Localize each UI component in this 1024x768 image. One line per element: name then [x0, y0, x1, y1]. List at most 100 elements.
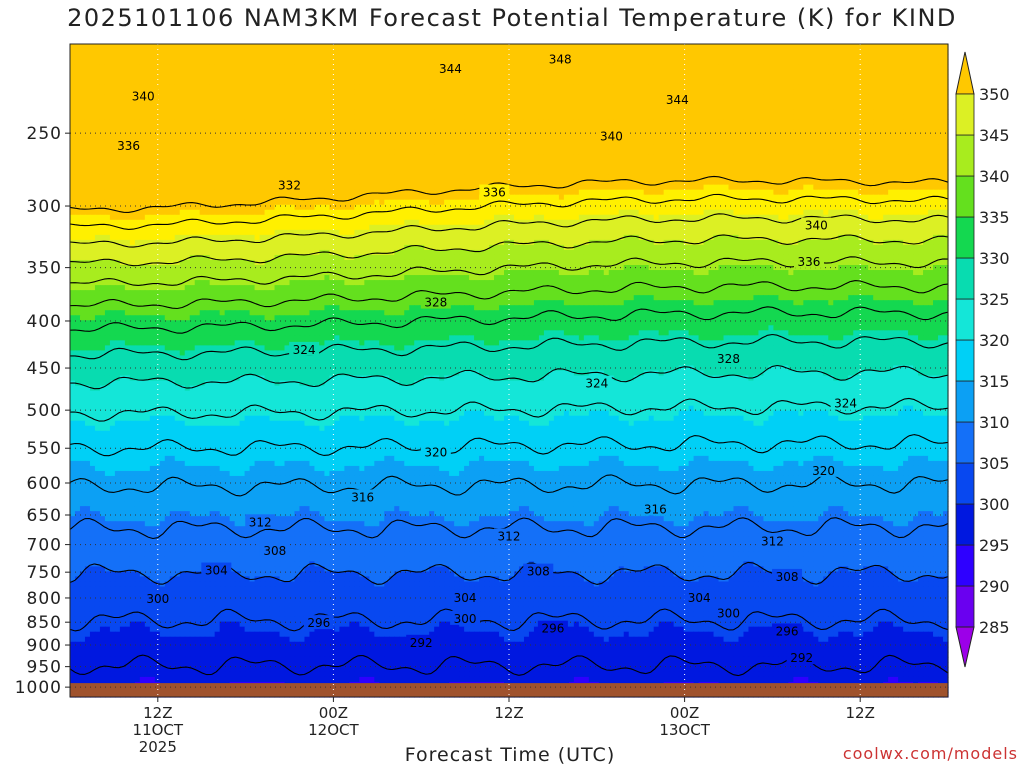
colorbar-tick-label: 320 [979, 331, 1010, 350]
y-tick-label: 850 [27, 613, 62, 633]
y-tick-label: 650 [27, 506, 62, 526]
colorbar-tick-label: 315 [979, 372, 1010, 391]
y-tick-label: 250 [27, 124, 62, 144]
colorbar-swatch [955, 134, 975, 177]
x-tick-label: 13OCT [659, 721, 710, 739]
contour-label-bg [581, 375, 612, 390]
contour-label-bg [128, 88, 159, 103]
contour-label: 316 [351, 490, 374, 504]
x-tick-label: 00Z [670, 704, 699, 722]
contour-label: 320 [424, 446, 447, 460]
colorbar-tick-label: 285 [979, 618, 1010, 637]
x-tick-label: 12Z [846, 704, 875, 722]
contour-label-bg [772, 568, 803, 583]
contour-label: 348 [549, 53, 572, 67]
contour-label: 296 [776, 624, 799, 638]
contour-label: 292 [790, 651, 813, 665]
contour-label-bg [772, 623, 803, 638]
credit-link[interactable]: coolwx.com/models [843, 744, 1018, 763]
contour-label-bg [420, 444, 451, 459]
colorbar-tick-label: 305 [979, 454, 1010, 473]
colorbar-tick-label: 340 [979, 167, 1010, 186]
y-tick-label: 600 [27, 474, 62, 494]
colorbar-swatch [955, 298, 975, 341]
contour-label-bg [808, 462, 839, 477]
contour-label: 312 [249, 515, 272, 529]
x-tick-label: 2025 [139, 738, 177, 756]
contour-labels: 348 344 344 340 340 340 336 336 336 332 328 328 324 3… [113, 51, 861, 665]
contour-label-bg [545, 51, 576, 66]
colorbar-swatch [955, 585, 975, 628]
contour-label-bg [596, 128, 627, 143]
contour-label-bg [801, 217, 832, 232]
y-tick-label: 900 [27, 636, 62, 656]
contour-label: 328 [424, 296, 447, 310]
x-tick-label: 00Z [319, 704, 348, 722]
contour-label-bg [713, 605, 744, 620]
contour-352 [69, 175, 949, 213]
colorbar-tick-label: 300 [979, 495, 1010, 514]
y-tick-label: 400 [27, 312, 62, 332]
colorbar-tick-label: 295 [979, 536, 1010, 555]
contour-label-bg [662, 91, 693, 106]
colorbar-tick-label: 335 [979, 208, 1010, 227]
contour-label: 316 [644, 502, 667, 516]
contour-label: 324 [834, 397, 857, 411]
colorbar-upper-arrow [955, 51, 975, 95]
y-tick-label: 800 [27, 589, 62, 609]
colorbar: 285 290 295 300 305 310 315 320 325 330 335 340 345 3… [955, 51, 1010, 668]
y-tick-label: 500 [27, 401, 62, 421]
colorbar-swatch [955, 257, 975, 300]
contour-292 [69, 654, 949, 677]
axes: 250 300 350 400 450 500 550 600 650 700 750 800 850 9… [15, 43, 949, 756]
colorbar-swatch [955, 93, 975, 136]
contour-label-bg [435, 61, 466, 76]
contour-label: 300 [454, 612, 477, 626]
y-tick-label: 700 [27, 536, 62, 556]
contour-label-bg [523, 563, 554, 578]
contour-label: 336 [798, 255, 821, 269]
x-tick-label: 11OCT [133, 721, 184, 739]
contour-320 [70, 364, 949, 390]
colorbar-swatch [955, 216, 975, 259]
contour-label: 308 [776, 570, 799, 584]
contour-label: 300 [146, 592, 169, 606]
contour-label-bg [757, 533, 788, 548]
contour-label-bg [142, 590, 173, 605]
contour-label-bg [640, 501, 671, 516]
contour-label-bg [259, 542, 290, 557]
contour-340 [69, 234, 949, 267]
contour-label-bg [406, 634, 437, 649]
contour-312 [69, 434, 949, 457]
contour-label: 344 [439, 62, 462, 76]
contour-label-bg [274, 177, 305, 192]
contour-label-bg [793, 253, 824, 268]
contour-label: 320 [812, 464, 835, 478]
contour-label: 304 [688, 591, 711, 605]
colorbar-tick-label: 310 [979, 413, 1010, 432]
contour-label: 324 [293, 343, 316, 357]
colorbar-swatch [955, 421, 975, 464]
ground-below-surface [70, 683, 948, 697]
contour-308 [69, 473, 949, 497]
contour-label-bg [479, 184, 510, 199]
contour-label-bg [113, 137, 144, 152]
x-tick-label: 12Z [143, 704, 172, 722]
colorbar-swatch [955, 462, 975, 505]
y-tick-label: 1000 [15, 678, 62, 698]
contour-label: 304 [454, 591, 477, 605]
contour-label-bg [786, 650, 817, 665]
contour-label: 340 [132, 89, 155, 103]
y-tick-label: 450 [27, 359, 62, 379]
x-axis-label: Forecast Time (UTC) [360, 744, 660, 766]
y-tick-label: 950 [27, 658, 62, 678]
contour-328 [69, 306, 949, 334]
theta-color-fill [70, 44, 949, 698]
contour-label-bg [713, 351, 744, 366]
colorbar-lower-arrow [955, 626, 975, 668]
colorbar-swatch [955, 503, 975, 546]
contour-304 [69, 517, 949, 540]
y-tick-label: 300 [27, 197, 62, 217]
contour-label-bg [201, 562, 232, 577]
